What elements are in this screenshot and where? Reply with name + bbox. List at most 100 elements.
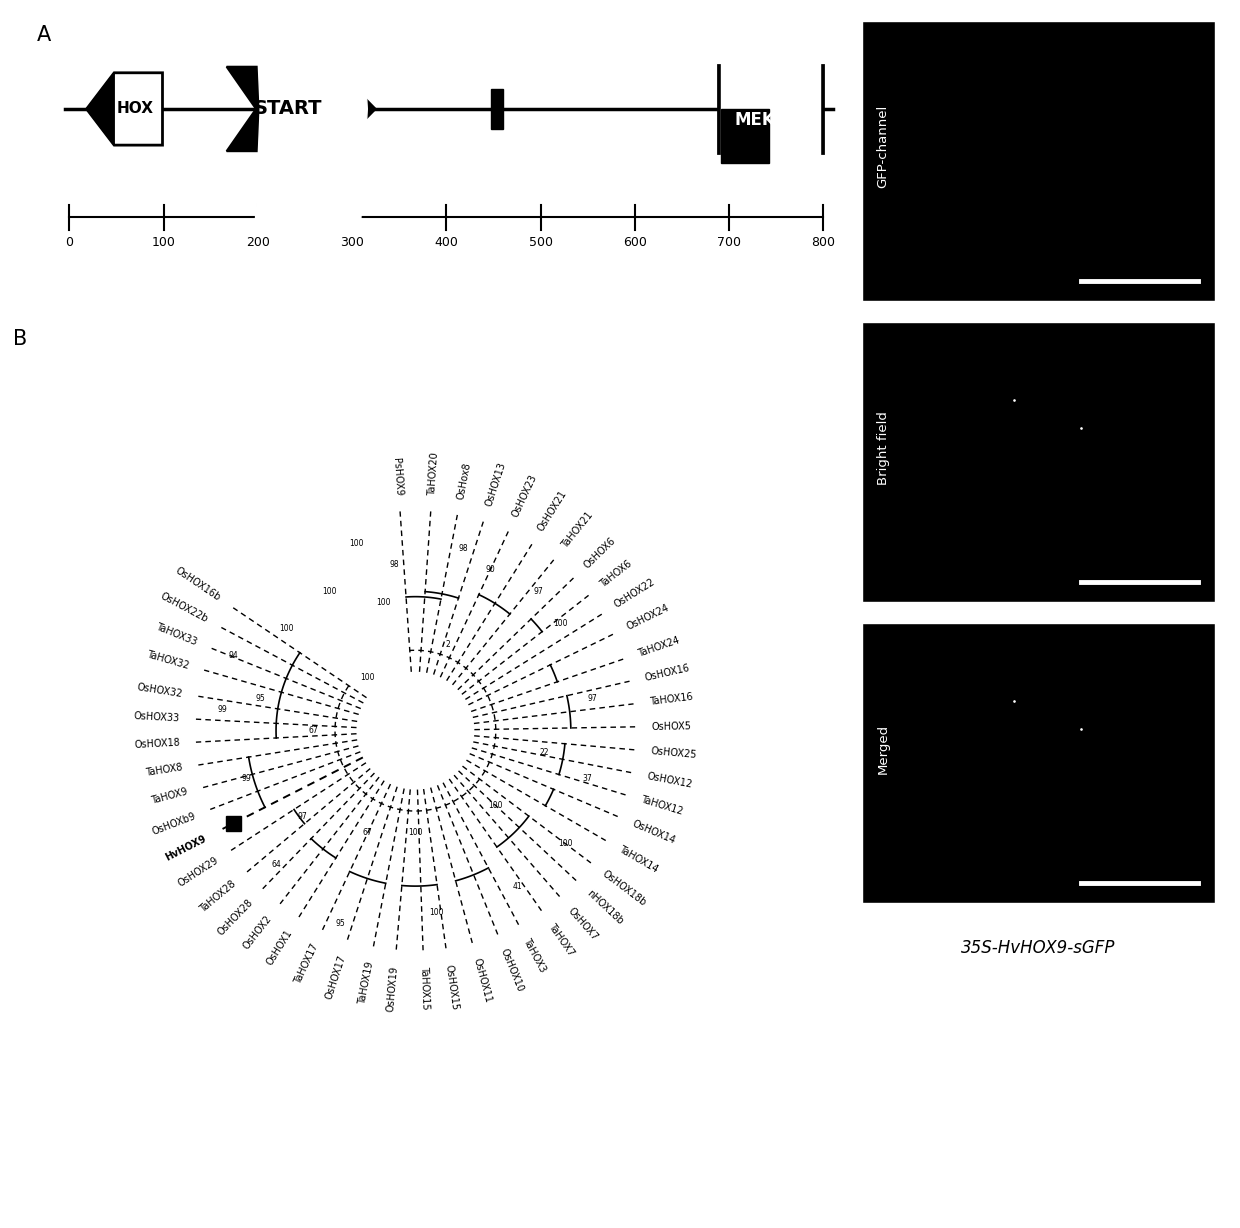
Text: nHOX18b: nHOX18b: [584, 888, 625, 926]
Text: 94: 94: [228, 651, 238, 661]
Text: OsHOX23: OsHOX23: [511, 473, 539, 519]
Text: TaHOX3: TaHOX3: [522, 937, 548, 974]
Text: OsHOX5: OsHOX5: [651, 721, 691, 732]
Text: 100: 100: [279, 624, 294, 634]
Text: 700: 700: [717, 236, 742, 248]
Text: TaHOX16: TaHOX16: [649, 691, 693, 707]
Text: OsHOXb9: OsHOXb9: [150, 810, 197, 836]
Text: HOX: HOX: [117, 102, 154, 117]
Text: 67: 67: [362, 828, 372, 837]
Bar: [491, 88, 503, 129]
Text: Merged: Merged: [877, 723, 889, 774]
Text: TaHOX20: TaHOX20: [427, 452, 440, 496]
Text: OsHOX16b: OsHOX16b: [174, 565, 223, 603]
Text: OsHOX17: OsHOX17: [324, 953, 347, 1001]
Bar: [227, 815, 242, 830]
Text: from: from: [734, 86, 755, 95]
Text: 97: 97: [298, 812, 308, 822]
Text: TaHOX7: TaHOX7: [547, 921, 577, 958]
Polygon shape: [87, 72, 114, 145]
Text: MEKHLA: MEKHLA: [734, 111, 812, 129]
Text: OsHOX10: OsHOX10: [500, 948, 526, 993]
Text: OsHOX15: OsHOX15: [443, 964, 460, 1011]
Text: 0: 0: [66, 236, 73, 248]
Text: TaHOX12: TaHOX12: [640, 795, 684, 817]
Text: 90: 90: [486, 565, 495, 575]
Text: 100: 100: [429, 909, 444, 917]
Text: 99: 99: [217, 705, 227, 713]
Text: OsHOX33: OsHOX33: [134, 711, 180, 723]
Text: TaHOX8: TaHOX8: [145, 763, 184, 779]
Text: START: START: [254, 99, 322, 118]
Bar: [722, 56, 820, 161]
Text: TaHOX15: TaHOX15: [419, 966, 430, 1011]
Text: OsHOX7: OsHOX7: [567, 905, 600, 942]
Text: 22: 22: [539, 748, 549, 756]
Text: 500: 500: [528, 236, 553, 248]
Text: OsHOX32: OsHOX32: [136, 682, 184, 699]
Text: 37: 37: [582, 775, 591, 783]
Text: TaHOX6: TaHOX6: [598, 559, 634, 589]
Text: 100: 100: [489, 801, 503, 810]
Text: 100: 100: [151, 236, 176, 248]
Text: 200: 200: [246, 236, 270, 248]
Text: OsHOX12: OsHOX12: [646, 771, 693, 790]
Text: 95: 95: [336, 919, 345, 928]
Text: TaHOX9: TaHOX9: [150, 787, 188, 807]
Bar: [718, 65, 823, 154]
Text: OsHox8: OsHox8: [455, 462, 472, 500]
Text: HvHOX9: HvHOX9: [164, 834, 207, 862]
Text: 64: 64: [272, 860, 281, 869]
Text: 100: 100: [350, 539, 363, 548]
Text: TaHOX28: TaHOX28: [198, 878, 238, 914]
Text: 600: 600: [622, 236, 647, 248]
Text: 100: 100: [360, 673, 374, 682]
Text: OsHOX21: OsHOX21: [536, 489, 569, 533]
Text: OsHOX29: OsHOX29: [176, 855, 221, 888]
Text: PsHOX9: PsHOX9: [392, 457, 404, 496]
Text: OsHOX19: OsHOX19: [386, 965, 399, 1012]
Text: OsHOX18b: OsHOX18b: [600, 868, 649, 907]
Text: 97: 97: [588, 694, 598, 702]
Text: OsHOX11: OsHOX11: [471, 957, 494, 1005]
Text: OsHOX1: OsHOX1: [265, 928, 295, 968]
Text: A: A: [37, 25, 51, 44]
Text: TaHOX17: TaHOX17: [293, 942, 320, 986]
Text: OsHOX13: OsHOX13: [484, 460, 507, 508]
Text: OsHOX2: OsHOX2: [242, 914, 274, 952]
Bar: [722, 109, 769, 163]
Text: 67: 67: [309, 726, 319, 736]
Text: 97: 97: [533, 587, 543, 596]
Text: 100: 100: [408, 828, 423, 837]
Text: TaHOX14: TaHOX14: [618, 844, 660, 874]
Text: GFP-channel: GFP-channel: [877, 106, 889, 188]
Text: OsHOX18: OsHOX18: [134, 738, 180, 750]
Text: TaHOX24: TaHOX24: [637, 635, 681, 658]
Text: 35S-HvHOX9-sGFP: 35S-HvHOX9-sGFP: [961, 939, 1116, 958]
Text: 98: 98: [459, 544, 469, 553]
Text: 95: 95: [255, 694, 265, 702]
Text: TaHOX19: TaHOX19: [357, 962, 376, 1006]
Text: 100: 100: [558, 839, 573, 847]
Text: 100: 100: [376, 598, 391, 607]
Text: OsHOX14: OsHOX14: [630, 818, 677, 845]
Text: OsHOX22: OsHOX22: [613, 577, 657, 610]
Text: OsHOX22b: OsHOX22b: [159, 591, 210, 624]
Text: OsHOX6: OsHOX6: [582, 535, 618, 571]
Text: TaHOX21: TaHOX21: [560, 511, 595, 550]
Text: 300: 300: [340, 236, 365, 248]
Text: OsHOX28: OsHOX28: [216, 896, 255, 937]
Text: TaHOX33: TaHOX33: [155, 621, 198, 647]
Text: 2: 2: [445, 640, 450, 650]
Text: 100: 100: [553, 619, 568, 628]
Text: B: B: [14, 329, 27, 349]
Text: TaHOX32: TaHOX32: [145, 648, 190, 670]
Text: 800: 800: [811, 236, 836, 248]
Text: C: C: [868, 31, 883, 50]
Polygon shape: [227, 66, 376, 151]
Text: Bright field: Bright field: [877, 411, 889, 485]
Text: OsHOX24: OsHOX24: [625, 603, 671, 631]
Text: 100: 100: [322, 587, 337, 596]
Polygon shape: [87, 72, 162, 145]
Text: 400: 400: [434, 236, 459, 248]
